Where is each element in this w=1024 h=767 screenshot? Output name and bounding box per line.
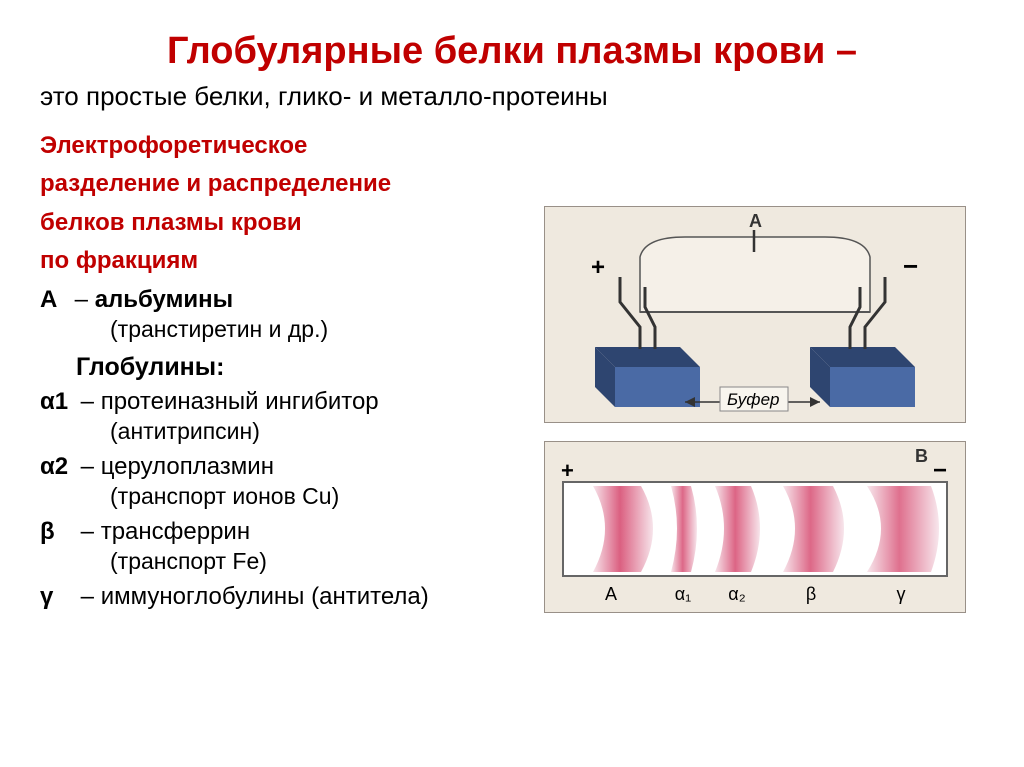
bands-svg: + − (545, 442, 965, 612)
slide-title: Глобулярные белки плазмы крови – (40, 30, 984, 73)
globulin-dash: – (81, 388, 94, 415)
svg-text:−: − (933, 457, 947, 484)
svg-text:γ: γ (897, 584, 906, 604)
svg-text:α₂: α₂ (728, 584, 745, 604)
albumin-name: альбумины (95, 286, 233, 313)
globulin-dash: – (81, 583, 94, 610)
albumin-dash: – (75, 286, 88, 313)
globulin-name: протеиназный ингибитор (101, 388, 379, 415)
svg-text:α₁: α₁ (675, 584, 691, 604)
globulin-code: α2 (40, 451, 74, 482)
globulin-code: γ (40, 581, 74, 612)
slide-subtitle: это простые белки, глико- и металло-прот… (40, 81, 984, 112)
diagram-panel-a: A (544, 206, 966, 423)
globulin-dash: – (81, 453, 94, 480)
panel-a-label: A (749, 211, 762, 232)
svg-text:A: A (605, 584, 617, 604)
svg-text:+: + (561, 458, 574, 483)
svg-text:β: β (806, 584, 816, 604)
plus-sign: + (591, 254, 605, 281)
heading-line-2: разделение и распределение (40, 168, 984, 200)
diagram-panel-b: B + − (544, 441, 966, 613)
globulin-code: α1 (40, 386, 74, 417)
apparatus-svg: + − Буфер (545, 207, 965, 422)
panel-b-label: B (915, 446, 928, 467)
heading-line-1: Электрофоретическое (40, 130, 984, 162)
globulin-name: церулоплазмин (101, 453, 274, 480)
globulin-code: β (40, 516, 74, 547)
albumin-code: А (40, 284, 68, 315)
globulin-name: иммуноглобулины (антитела) (101, 583, 429, 610)
minus-sign: − (903, 251, 918, 281)
diagram-container: A (544, 206, 984, 613)
globulin-dash: – (81, 518, 94, 545)
globulin-name: трансферрин (101, 518, 250, 545)
buffer-label: Буфер (727, 390, 780, 409)
